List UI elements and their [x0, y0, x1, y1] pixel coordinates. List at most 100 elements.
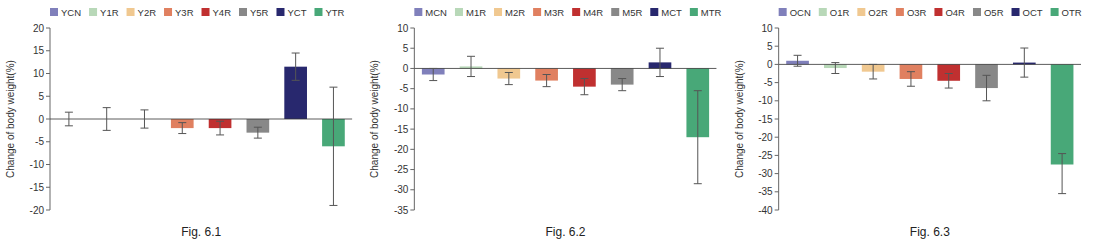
y-tick — [775, 119, 779, 120]
error-bar — [945, 74, 953, 89]
y-tick-label: 5 — [767, 41, 773, 52]
y-axis-label: Change of body weight(%) — [734, 60, 745, 178]
legend-label: O3R — [907, 7, 927, 18]
y-tick — [775, 155, 779, 156]
error-bar — [907, 72, 915, 87]
y-tick — [46, 119, 50, 120]
legend-label: Y5R — [250, 7, 269, 18]
y-tick-label: 10 — [33, 68, 45, 79]
legend-label: MCT — [661, 7, 682, 18]
y-tick — [775, 82, 779, 83]
plot-marks — [414, 48, 716, 183]
legend-swatch — [276, 8, 284, 16]
legend-label: Y2R — [138, 7, 157, 18]
error-bar — [140, 110, 148, 128]
legend-swatch — [857, 8, 865, 16]
legend-label: Y1R — [100, 7, 119, 18]
legend-swatch — [314, 8, 322, 16]
y-tick-label: -15 — [30, 182, 45, 193]
error-bar — [329, 87, 337, 205]
error-bar — [869, 64, 877, 79]
error-bar — [254, 127, 262, 138]
y-tick-label: -10 — [758, 95, 773, 106]
y-tick-label: 10 — [762, 23, 774, 34]
plot-marks — [50, 53, 352, 205]
y-tick-label: -15 — [758, 114, 773, 125]
y-tick — [46, 50, 50, 51]
zero-line — [414, 68, 716, 69]
error-bar — [694, 91, 702, 184]
y-tick — [410, 108, 414, 109]
legend-swatch — [127, 8, 135, 16]
y-tick — [46, 141, 50, 142]
y-tick — [46, 28, 50, 29]
legend-swatch — [611, 8, 619, 16]
legend: YCNY1RY2RY3RY4RY5RYCTYTR — [50, 7, 345, 18]
legend-label: OCT — [1023, 7, 1043, 18]
legend-label: MTR — [701, 7, 722, 18]
y-tick — [46, 73, 50, 74]
y-tick-label: -20 — [30, 205, 45, 216]
legend-label: M5R — [622, 7, 642, 18]
chart-panel: -35-30-25-20-15-10-50510Change of body w… — [369, 7, 721, 240]
legend: MCNM1RM2RM3RM4RM5RMCTMTR — [414, 7, 721, 18]
legend-label: OCN — [790, 7, 811, 18]
y-tick-label: -15 — [394, 124, 409, 135]
chart-figure: -20-15-10-505101520Change of body weight… — [0, 0, 1093, 250]
y-axis-label: Change of body weight(%) — [5, 60, 16, 178]
legend-swatch — [202, 8, 210, 16]
legend-swatch — [690, 8, 698, 16]
legend-swatch — [414, 8, 422, 16]
y-tick — [775, 100, 779, 101]
legend-swatch — [1012, 8, 1020, 16]
legend-swatch — [89, 8, 97, 16]
y-tick-label: 5 — [38, 91, 44, 102]
chart-panel: -40-35-30-25-20-15-10-50510Change of bod… — [734, 7, 1082, 240]
legend-label: M4R — [583, 7, 603, 18]
y-tick-label: -30 — [394, 184, 409, 195]
legend-label: M2R — [505, 7, 525, 18]
legend-label: O1R — [830, 7, 850, 18]
y-axis-label: Change of body weight(%) — [369, 60, 380, 178]
legend-label: O4R — [945, 7, 965, 18]
y-tick — [410, 129, 414, 130]
chart-panel: -20-15-10-505101520Change of body weight… — [5, 7, 352, 240]
error-bar — [983, 75, 991, 100]
legend-swatch — [494, 8, 502, 16]
legend-swatch — [779, 8, 787, 16]
y-tick — [775, 137, 779, 138]
legend-swatch — [455, 8, 463, 16]
error-bar — [831, 63, 839, 74]
y-tick-label: -35 — [758, 186, 773, 197]
legend-swatch — [896, 8, 904, 16]
legend-label: MCN — [425, 7, 447, 18]
y-tick-label: 0 — [403, 63, 409, 74]
error-bar — [1020, 48, 1028, 77]
legend-label: O5R — [984, 7, 1004, 18]
y-tick-label: 5 — [403, 43, 409, 54]
y-tick — [775, 46, 779, 47]
y-tick — [410, 68, 414, 69]
y-tick-label: 15 — [33, 45, 45, 56]
y-tick-label: -25 — [394, 164, 409, 175]
y-tick — [410, 189, 414, 190]
legend-label: O2R — [868, 7, 888, 18]
y-tick-label: -20 — [394, 144, 409, 155]
error-bar — [1058, 154, 1066, 194]
error-bar — [429, 68, 437, 80]
y-tick-label: -10 — [394, 103, 409, 114]
legend-swatch — [572, 8, 580, 16]
legend-swatch — [934, 8, 942, 16]
y-tick — [410, 28, 414, 29]
zero-line — [50, 119, 352, 120]
y-tick-label: -35 — [394, 205, 409, 216]
y-tick-label: -5 — [35, 136, 44, 147]
legend-label: YTR — [325, 7, 344, 18]
chart-title: Fig. 6.3 — [910, 225, 950, 239]
y-tick — [46, 96, 50, 97]
legend-swatch — [50, 8, 58, 16]
y-tick-label: -30 — [758, 168, 773, 179]
y-tick — [410, 210, 414, 211]
error-bar — [292, 53, 300, 80]
plot-marks — [779, 48, 1081, 194]
